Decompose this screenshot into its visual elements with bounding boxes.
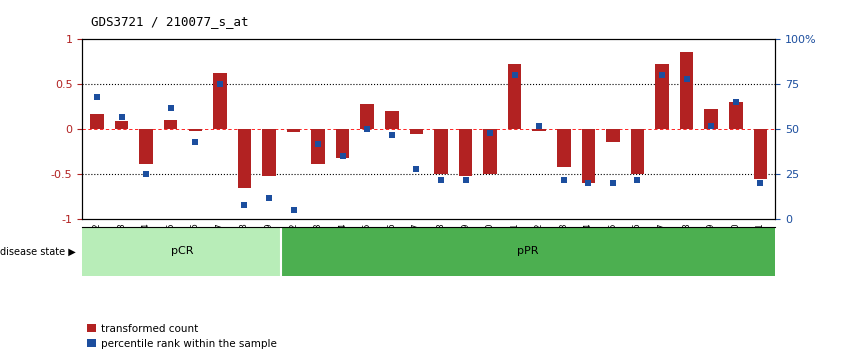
Point <box>680 76 694 81</box>
Point <box>237 202 251 208</box>
Bar <box>90 114 104 129</box>
Bar <box>360 104 374 129</box>
Bar <box>115 121 128 129</box>
Legend: transformed count, percentile rank within the sample: transformed count, percentile rank withi… <box>87 324 277 349</box>
Point <box>459 177 473 183</box>
Point <box>656 72 669 78</box>
Bar <box>164 120 178 129</box>
Point <box>753 181 767 186</box>
Point <box>704 123 718 129</box>
Bar <box>606 129 620 142</box>
Point <box>581 181 595 186</box>
Bar <box>336 129 350 158</box>
Point <box>434 177 448 183</box>
Bar <box>729 102 742 129</box>
Bar <box>582 129 595 183</box>
Point <box>139 171 153 177</box>
Bar <box>237 129 251 188</box>
Bar <box>557 129 571 167</box>
Bar <box>533 129 546 131</box>
Text: disease state ▶: disease state ▶ <box>0 246 75 256</box>
Point <box>164 105 178 110</box>
Text: pCR: pCR <box>171 246 193 256</box>
Point <box>114 114 128 119</box>
Point <box>336 154 350 159</box>
Bar <box>630 129 644 174</box>
Bar <box>656 64 669 129</box>
Text: pPR: pPR <box>517 246 539 256</box>
Point <box>533 123 546 129</box>
Bar <box>483 129 497 174</box>
Point <box>262 195 276 201</box>
Point <box>410 166 423 172</box>
Bar <box>704 109 718 129</box>
Bar <box>312 129 325 164</box>
Bar <box>753 129 767 179</box>
Point <box>483 130 497 136</box>
Point <box>557 177 571 183</box>
Point <box>630 177 644 183</box>
Point <box>729 99 743 105</box>
Bar <box>82 227 281 276</box>
Point <box>360 126 374 132</box>
Bar <box>680 52 694 129</box>
Text: GDS3721 / 210077_s_at: GDS3721 / 210077_s_at <box>91 15 249 28</box>
Point <box>311 141 325 147</box>
Point <box>287 207 301 213</box>
Point <box>507 72 521 78</box>
Bar <box>385 111 398 129</box>
Point <box>213 81 227 87</box>
Point <box>606 181 620 186</box>
Bar <box>213 73 227 129</box>
Bar <box>507 64 521 129</box>
Bar <box>434 129 448 174</box>
Bar <box>459 129 472 176</box>
Bar <box>281 227 775 276</box>
Bar <box>139 129 153 164</box>
Bar <box>189 129 202 131</box>
Bar <box>287 129 301 132</box>
Point <box>385 132 398 137</box>
Point <box>188 139 202 145</box>
Point <box>90 94 104 99</box>
Bar <box>410 129 423 134</box>
Bar <box>262 129 275 176</box>
